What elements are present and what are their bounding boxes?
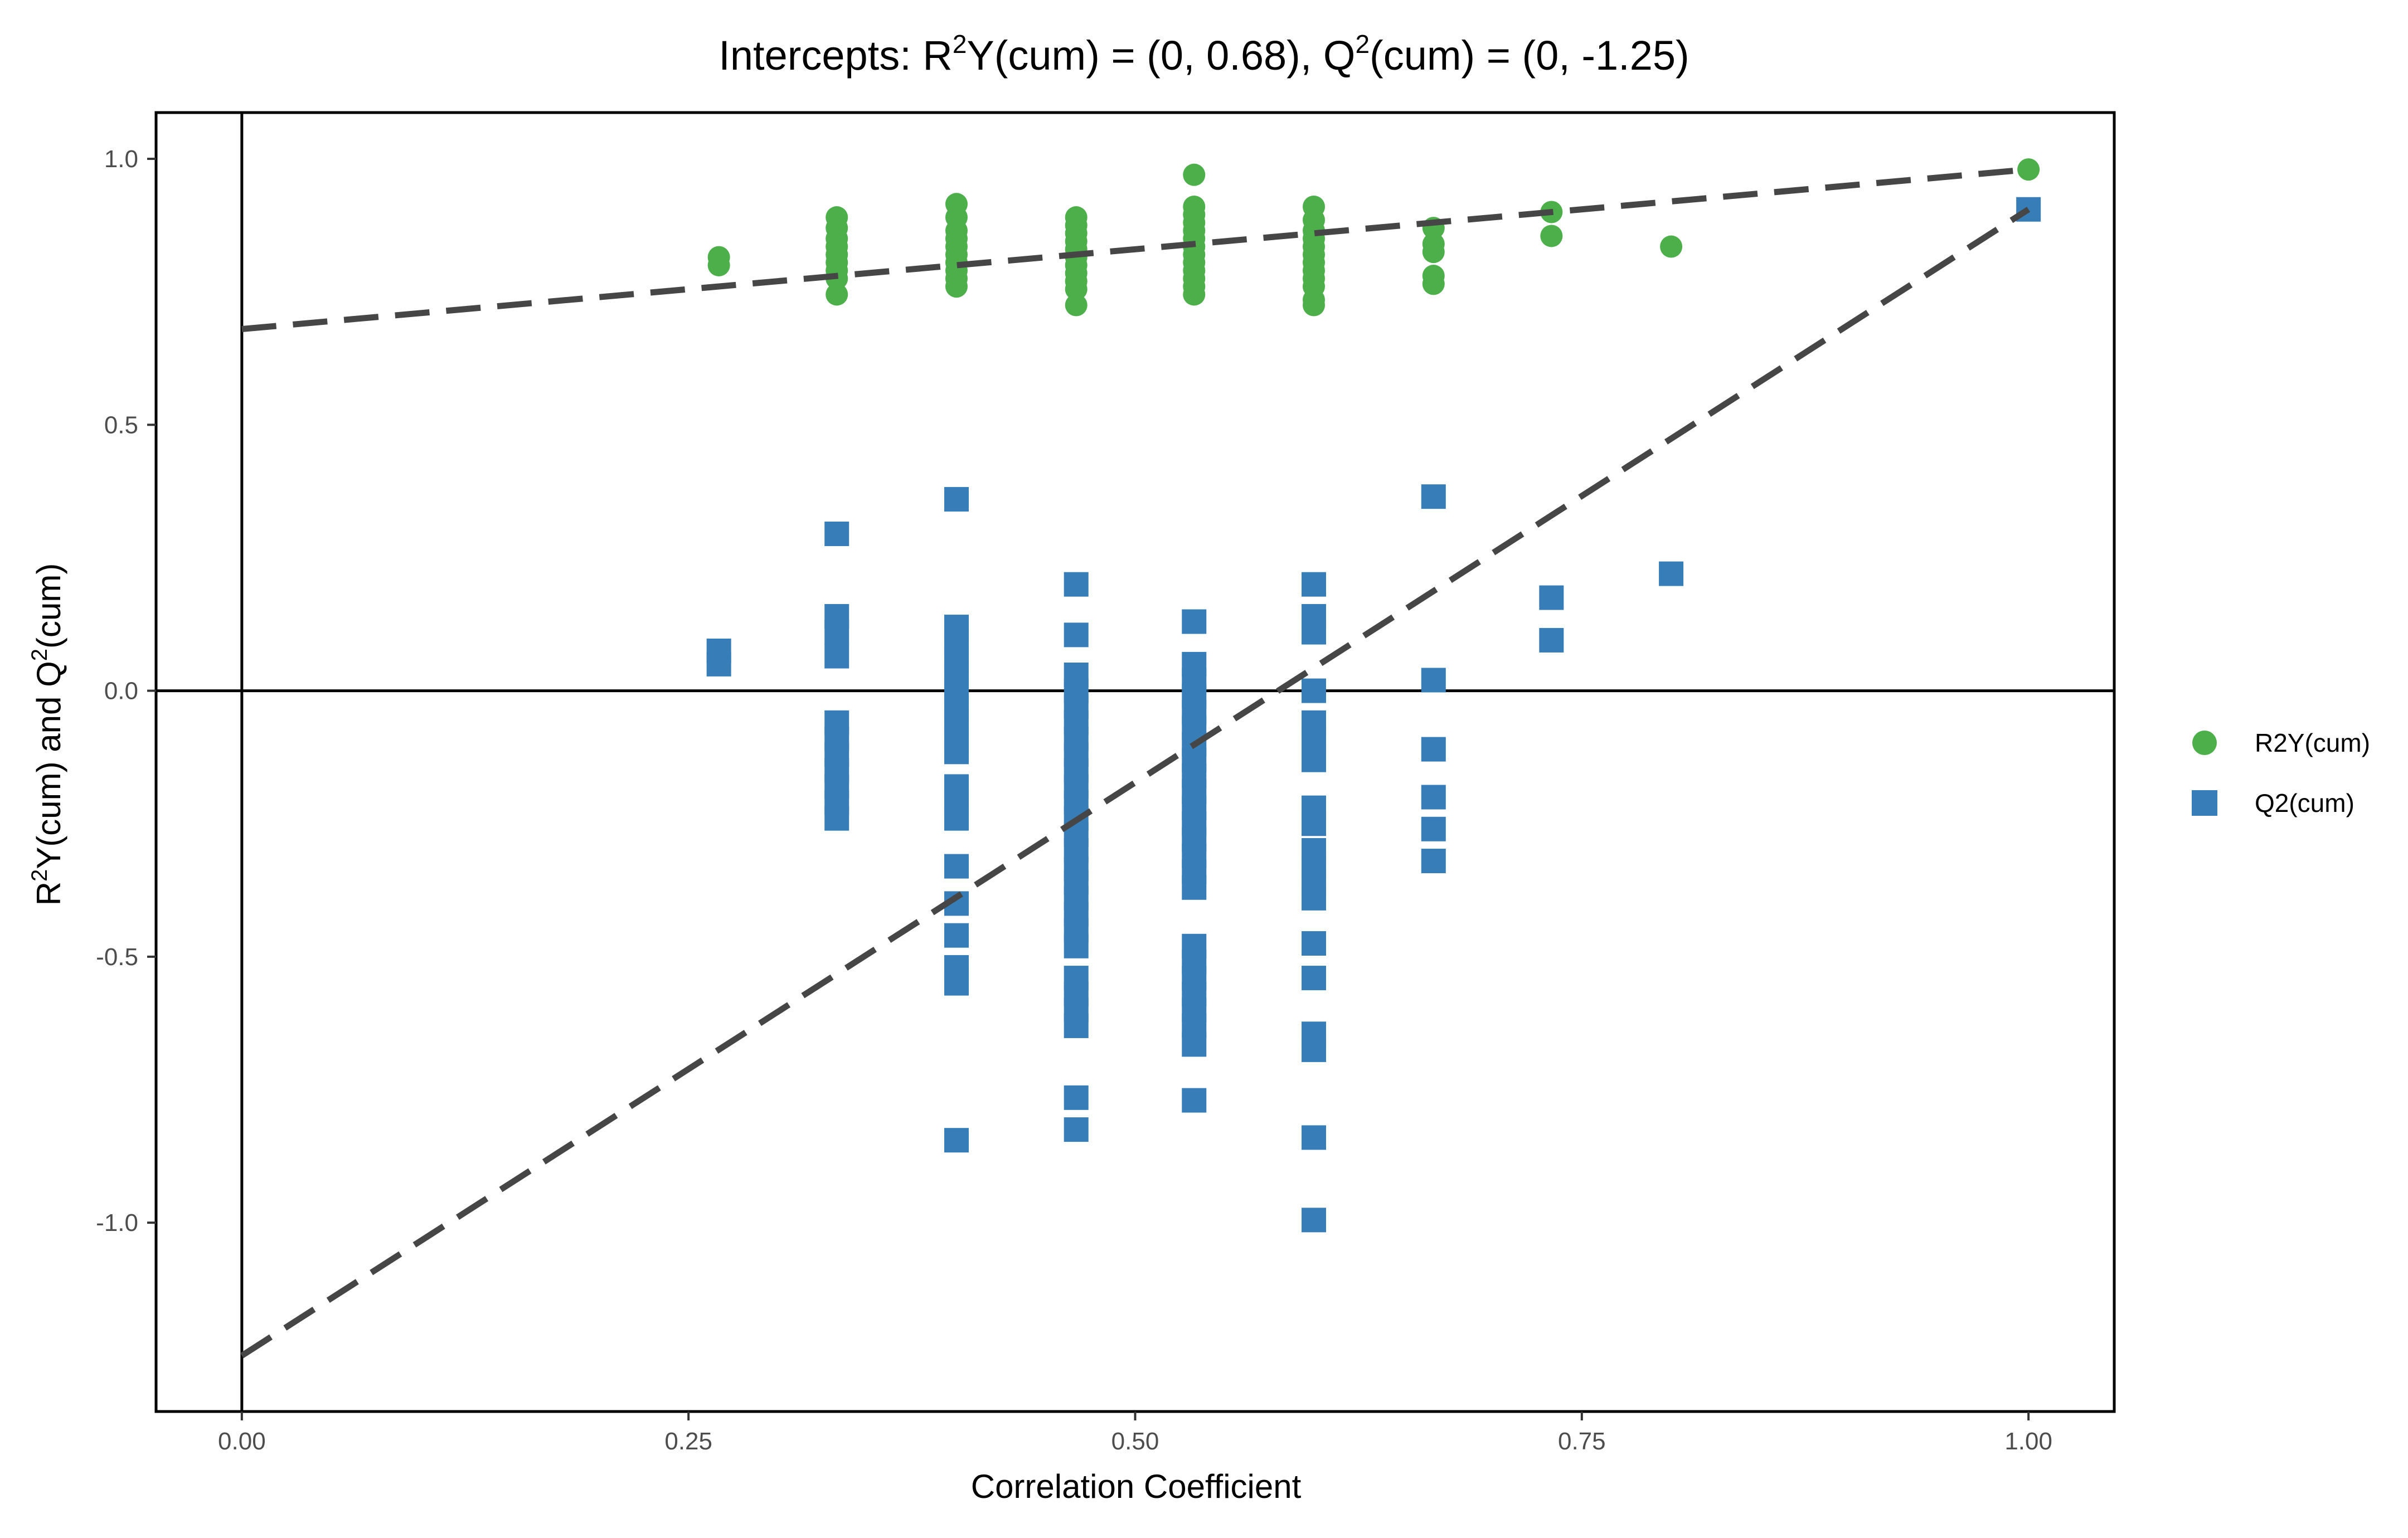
q2-point bbox=[944, 923, 969, 948]
q2-point bbox=[1302, 620, 1327, 645]
q2-point bbox=[944, 486, 969, 512]
r2y-point bbox=[945, 275, 968, 298]
series-r2y bbox=[707, 158, 2040, 317]
r2y-point bbox=[1660, 235, 1683, 258]
q2-point bbox=[1421, 785, 1446, 810]
q2-point bbox=[1064, 1117, 1089, 1142]
q2-regression-line bbox=[240, 207, 2031, 1359]
x-tick-label: 0.50 bbox=[1111, 1428, 1159, 1455]
legend-label: R2Y(cum) bbox=[2255, 728, 2370, 757]
q2-point bbox=[944, 806, 969, 831]
q2-point bbox=[1421, 484, 1446, 509]
q2-point bbox=[1421, 737, 1446, 762]
legend-q2-key bbox=[2192, 790, 2217, 816]
q2-point bbox=[1182, 609, 1207, 634]
r2y-point bbox=[1183, 283, 1206, 306]
chart-title: Intercepts: R2Y(cum) = (0, 0.68), Q2(cum… bbox=[718, 30, 1689, 79]
q2-point bbox=[1064, 933, 1089, 958]
q2-point bbox=[1302, 726, 1327, 751]
q2-point bbox=[944, 971, 969, 996]
legend-label: Q2(cum) bbox=[2255, 789, 2354, 817]
q2-point bbox=[1421, 668, 1446, 693]
y-tick-label: 0.5 bbox=[104, 411, 138, 439]
r2y-point bbox=[1303, 294, 1326, 317]
q2-point bbox=[1064, 1013, 1089, 1038]
q2-point bbox=[1302, 678, 1327, 703]
series-q2 bbox=[706, 197, 2041, 1233]
q2-point bbox=[1302, 572, 1327, 597]
x-tick-label: 0.25 bbox=[664, 1428, 712, 1455]
r2y-point bbox=[1422, 241, 1445, 264]
q2-point bbox=[1182, 875, 1207, 900]
legend-r2y-key bbox=[2192, 731, 2217, 755]
x-tick-label: 0.75 bbox=[1558, 1428, 1606, 1455]
q2-point bbox=[1302, 931, 1327, 956]
q2-point bbox=[1421, 849, 1446, 874]
q2-point bbox=[1302, 811, 1327, 836]
r2y-point bbox=[707, 254, 730, 276]
q2-point bbox=[1539, 585, 1564, 610]
q2-point bbox=[1302, 885, 1327, 911]
q2-point bbox=[944, 1128, 969, 1153]
q2-point bbox=[1064, 572, 1089, 597]
x-tick-label: 0.00 bbox=[218, 1428, 266, 1455]
q2-point bbox=[1064, 1085, 1089, 1110]
q2-point bbox=[824, 806, 849, 831]
plot-area: 0.00 0.25 0.50 0.75 1.00 1.0 0.5 0.0 -0.5 -1.0 bbox=[96, 111, 2116, 1455]
r2y-point bbox=[1422, 272, 1445, 295]
y-axis-title: R2Y(cum) and Q2(cum) bbox=[27, 563, 67, 906]
q2-point bbox=[1182, 1032, 1207, 1057]
r2y-regression-line bbox=[241, 166, 2029, 332]
q2-point bbox=[1302, 1125, 1327, 1150]
y-tick-label: -0.5 bbox=[96, 943, 138, 971]
q2-point bbox=[1302, 1037, 1327, 1062]
legend: R2Y(cum) Q2(cum) bbox=[2192, 728, 2370, 817]
x-tick-label: 1.00 bbox=[2004, 1428, 2052, 1455]
q2-point bbox=[944, 739, 969, 765]
q2-point bbox=[706, 651, 731, 676]
q2-point bbox=[824, 522, 849, 546]
y-tick-label: 1.0 bbox=[104, 145, 138, 173]
r2y-point bbox=[1540, 225, 1563, 247]
q2-point bbox=[1302, 1208, 1327, 1233]
q2-point bbox=[1064, 622, 1089, 648]
q2-point bbox=[1659, 561, 1684, 586]
r2y-point bbox=[2017, 158, 2040, 181]
q2-point bbox=[824, 620, 849, 645]
q2-point bbox=[1302, 966, 1327, 991]
q2-point bbox=[944, 854, 969, 879]
y-tick-label: 0.0 bbox=[104, 678, 138, 705]
q2-point bbox=[1182, 1088, 1207, 1113]
r2y-point bbox=[1065, 278, 1088, 300]
r2y-point bbox=[1065, 294, 1088, 317]
q2-point bbox=[1539, 627, 1564, 653]
y-tick-label: -1.0 bbox=[96, 1209, 138, 1237]
q2-point bbox=[824, 644, 849, 669]
q2-point bbox=[1302, 747, 1327, 772]
r2y-point bbox=[1183, 163, 1206, 186]
q2-point bbox=[1421, 816, 1446, 841]
x-axis-title: Correlation Coefficient bbox=[971, 1468, 1302, 1505]
r2y-point bbox=[826, 283, 848, 306]
